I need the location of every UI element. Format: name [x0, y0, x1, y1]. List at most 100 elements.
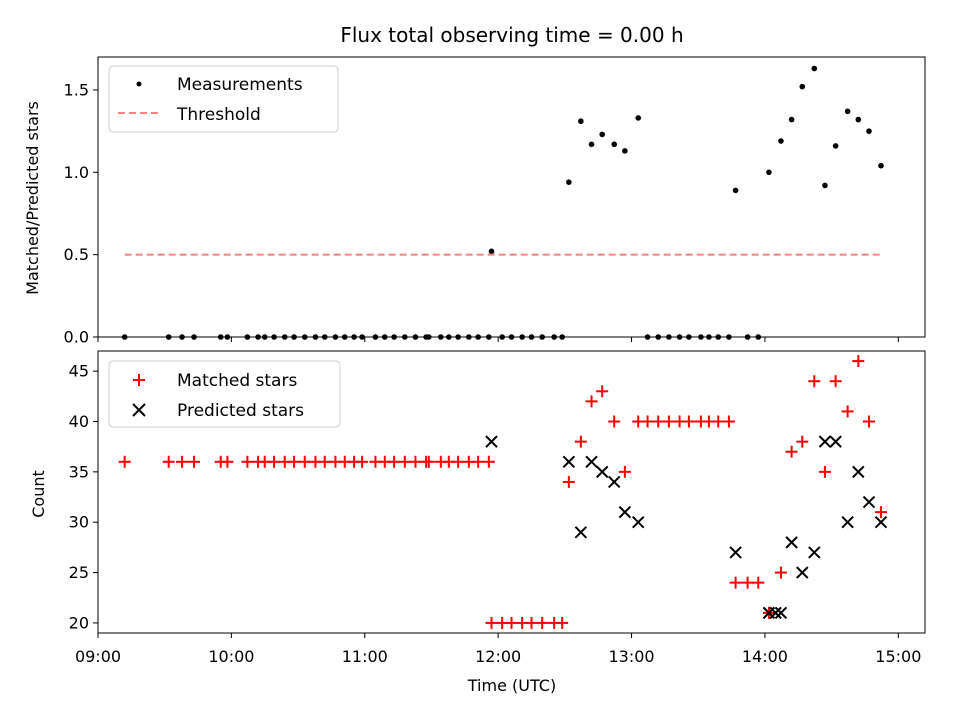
matched-star-point: [525, 616, 538, 629]
predicted-star-point: [796, 566, 809, 579]
matched-star-point: [318, 455, 331, 468]
x-tick-label: 15:00: [875, 647, 921, 666]
matched-star-point: [472, 455, 485, 468]
matched-star-point: [241, 455, 254, 468]
matched-star-point: [862, 415, 875, 428]
top-ylabel: Matched/Predicted stars: [23, 101, 42, 295]
legend-predicted-marker: [132, 403, 146, 417]
predicted-star-point: [808, 546, 821, 559]
predicted-star-point: [618, 505, 632, 519]
chart-title: Flux total observing time = 0.00 h: [340, 23, 683, 47]
y-tick-label: 0.5: [64, 245, 89, 264]
predicted-star-point: [574, 526, 588, 539]
predicted-star-point: [632, 516, 645, 529]
y-tick-label: 35: [69, 462, 89, 481]
matched-star-point: [852, 355, 865, 368]
predicted-star-point: [841, 516, 854, 529]
matched-star-point: [752, 576, 765, 589]
x-tick-label: 12:00: [475, 647, 521, 666]
measurement-point: [566, 179, 572, 185]
top-legend-box: [108, 65, 339, 133]
matched-star-point: [556, 616, 569, 629]
y-tick-label: 0.0: [64, 328, 89, 347]
matched-star-point: [608, 415, 621, 428]
legend-threshold-label: Threshold: [176, 105, 261, 125]
bottom-xlabel: Time (UTC): [467, 676, 556, 695]
measurement-point: [811, 65, 818, 72]
matched-star-point: [641, 415, 654, 428]
measurement-point: [844, 108, 851, 115]
predicted-star-point: [874, 516, 888, 529]
top-ticks: 0.0 0.5 1.0 1.5: [64, 80, 899, 347]
matched-star-point: [741, 576, 754, 589]
matched-star-point: [652, 415, 665, 428]
matched-star-point: [118, 455, 131, 468]
measurement-point: [766, 169, 772, 176]
measurement-point: [622, 148, 628, 154]
matched-star-point: [505, 616, 518, 629]
top-panel: Matched/Predicted stars 0.0 0.5 1.0 1.5 Mea…: [23, 56, 926, 347]
matched-star-point: [409, 455, 422, 468]
measurement-point: [578, 118, 584, 125]
matched-star-point: [808, 375, 821, 388]
matched-star-point: [388, 455, 401, 468]
measurement-point: [732, 187, 739, 194]
matched-star-point: [722, 415, 735, 428]
y-tick-label: 40: [69, 412, 89, 431]
bottom-ticks: 20 25 30 35 40 45 09:00 10:00 11:00 12:00 13:00 14:…: [69, 362, 922, 666]
matched-star-point: [682, 415, 695, 428]
x-tick-label: 10:00: [208, 647, 254, 666]
predicted-star-point: [785, 536, 798, 549]
measurement-point: [778, 138, 784, 144]
predicted-star-point: [769, 606, 782, 620]
matched-star-point: [452, 455, 465, 468]
y-tick-label: 1.0: [64, 163, 89, 182]
matched-star-point: [729, 576, 742, 589]
matched-star-point: [485, 616, 498, 629]
predicted-star-point: [485, 435, 498, 448]
matched-star-point: [188, 455, 201, 468]
predicted-star-point: [818, 435, 832, 448]
predicted-star-point: [608, 475, 621, 489]
predicted-star-point: [829, 435, 842, 448]
legend-predicted-label: Predicted stars: [177, 401, 304, 421]
predicted-star-point: [852, 465, 865, 479]
matched-star-point: [176, 455, 189, 468]
measurement-point: [488, 248, 495, 255]
bottom-legend-box: [108, 360, 341, 428]
bottom-legend: Matched stars Predicted stars: [108, 360, 341, 428]
measurement-point: [799, 83, 806, 90]
y-tick-label: 30: [69, 513, 89, 532]
measurement-point: [599, 131, 606, 138]
x-tick-label: 13:00: [608, 647, 654, 666]
legend-measurements-label: Measurements: [177, 75, 303, 95]
y-tick-label: 1.5: [64, 80, 89, 99]
y-tick-label: 20: [69, 613, 89, 632]
measurement-point: [855, 116, 862, 123]
y-tick-label: 45: [69, 362, 89, 381]
x-tick-label: 09:00: [75, 647, 121, 666]
legend-measurements-marker: [136, 81, 142, 87]
matched-star-point: [356, 455, 369, 468]
x-tick-label: 11:00: [342, 647, 388, 666]
matched-star-point: [874, 506, 887, 519]
legend-matched-marker: [133, 374, 145, 386]
matched-star-point: [536, 616, 549, 629]
matched-star-point: [774, 566, 787, 579]
measurement-point: [832, 143, 839, 149]
matched-star-point: [585, 395, 598, 408]
bottom-panel: Count 20 25 30 35 40 45 09:00 10:00 11:00 12:00 13…: [29, 350, 926, 695]
matched-star-point: [562, 475, 575, 488]
predicted-star-point: [862, 495, 876, 509]
matched-star-point: [268, 455, 281, 468]
matched-star-point: [785, 445, 798, 458]
matched-star-point: [221, 455, 234, 468]
x-tick-label: 14:00: [742, 647, 788, 666]
bottom-ylabel: Count: [29, 470, 48, 518]
matched-star-point: [618, 465, 631, 478]
matched-star-point: [662, 415, 675, 428]
matched-star-point: [796, 435, 809, 448]
matched-star-point: [818, 465, 831, 478]
measurement-point: [588, 141, 595, 148]
